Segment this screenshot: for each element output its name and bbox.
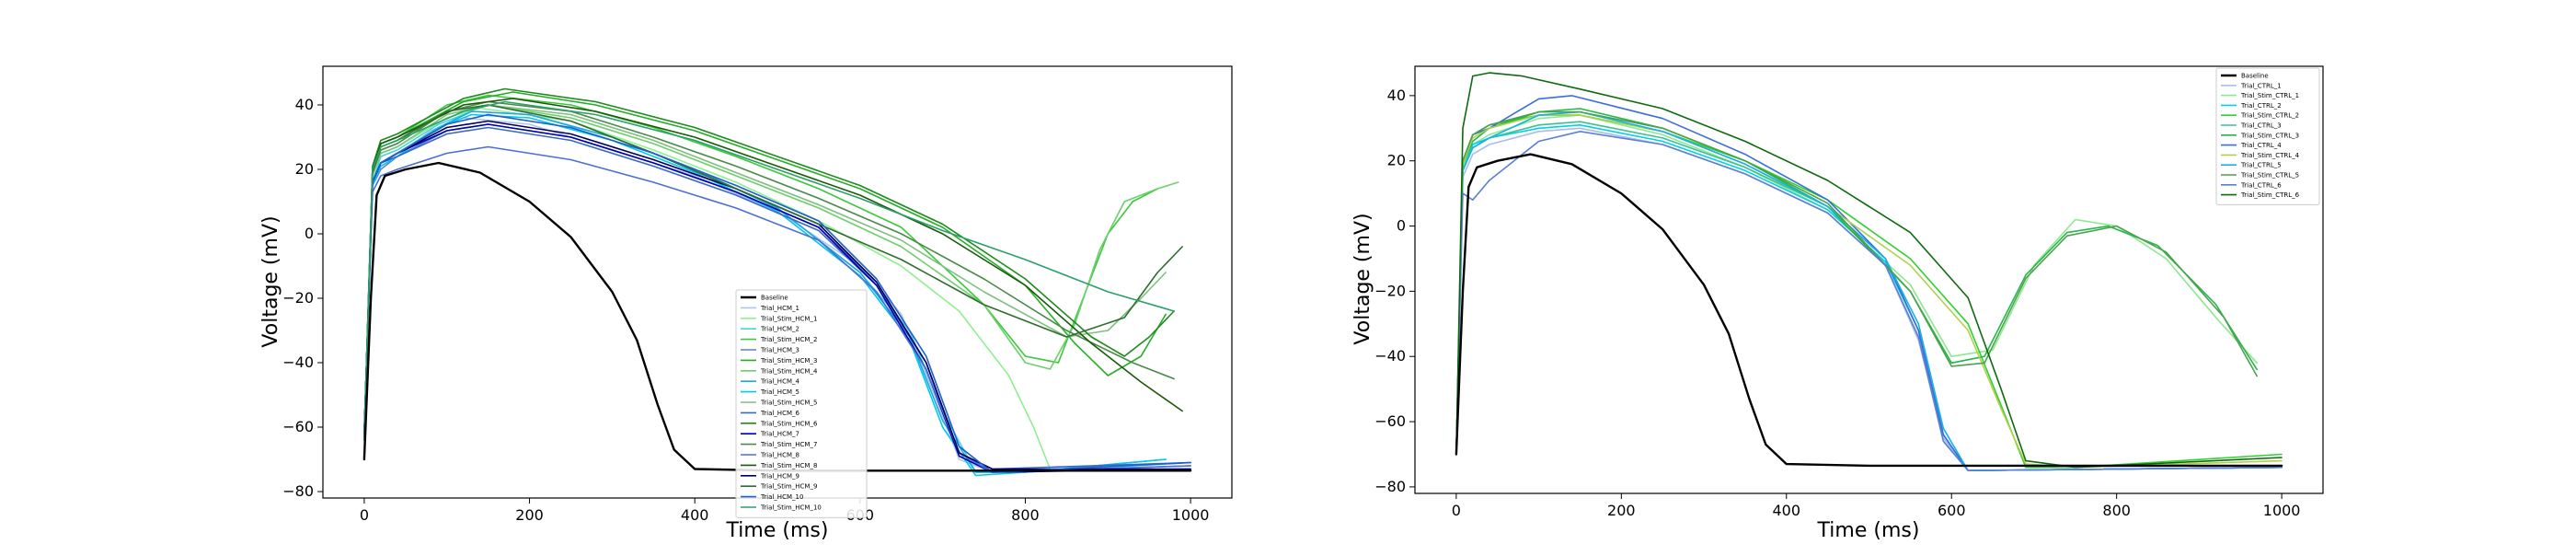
y-tick-label: 20 <box>295 160 314 178</box>
series-line <box>1455 124 2283 471</box>
legend-label: Trial_HCM_6 <box>760 410 799 417</box>
legend: Baseline Trial_CTRL_1 Trial_Stim_CTRL_1 Tri… <box>2215 67 2320 205</box>
y-tick-label: 0 <box>1397 217 1406 235</box>
legend-label: Trial_HCM_5 <box>760 388 799 396</box>
legend-label: Trial_HCM_9 <box>760 472 799 480</box>
y-tick-label: −40 <box>282 353 314 371</box>
y-axis-ticks: −80 −60 −40 −20 0 20 40 <box>282 96 323 500</box>
series-line <box>363 145 1191 473</box>
x-tick-label: 600 <box>1938 502 1966 519</box>
legend-label: Baseline <box>2241 73 2269 80</box>
legend-label: Trial_Stim_HCM_3 <box>760 357 817 365</box>
legend-label: Trial_Stim_CTRL_3 <box>2240 132 2299 139</box>
y-tick-label: −60 <box>282 418 314 435</box>
x-tick-label: 200 <box>515 506 544 524</box>
legend-label: Trial_Stim_HCM_4 <box>760 367 818 375</box>
legend-label: Trial_HCM_7 <box>760 431 799 438</box>
legend-label: Trial_Stim_HCM_2 <box>760 336 817 343</box>
legend: Baseline Trial_HCM_1 Trial_Stim_HCM_1 Trial… <box>735 289 868 518</box>
legend-label: Trial_HCM_8 <box>760 452 799 459</box>
y-tick-label: −20 <box>1374 282 1406 299</box>
legend-label: Trial_Stim_HCM_1 <box>760 315 817 322</box>
series-line <box>1455 127 2283 471</box>
series-line <box>1455 153 2283 468</box>
legend-label: Trial_Stim_CTRL_4 <box>2240 152 2300 159</box>
legend-label: Trial_HCM_4 <box>760 378 799 386</box>
x-tick-label: 1000 <box>1172 506 1210 524</box>
legend-label: Trial_CTRL_5 <box>2240 162 2282 169</box>
legend-label: Trial_CTRL_3 <box>2240 122 2282 130</box>
x-tick-label: 0 <box>360 506 369 524</box>
x-tick-label: 400 <box>1772 502 1800 519</box>
plot-area <box>1414 65 2324 494</box>
series-line <box>363 100 1175 441</box>
y-tick-label: 40 <box>295 96 314 113</box>
series-line <box>363 87 1175 438</box>
legend-label: Trial_HCM_10 <box>760 493 803 501</box>
legend-label: Trial_Stim_CTRL_5 <box>2240 172 2299 180</box>
series-layer <box>362 87 1192 477</box>
legend-label: Trial_Stim_HCM_7 <box>760 441 817 448</box>
x-tick-label: 200 <box>1607 502 1636 519</box>
y-tick-label: 40 <box>1387 87 1406 104</box>
x-tick-label: 0 <box>1452 502 1461 519</box>
x-axis-label: Time (ms) <box>726 519 829 542</box>
legend-box <box>735 289 868 518</box>
legend-label: Trial_Stim_HCM_6 <box>760 420 818 427</box>
y-axis-ticks: −80 −60 −40 −20 0 20 40 <box>1374 87 1415 495</box>
legend-label: Trial_CTRL_6 <box>2240 181 2282 189</box>
series-line <box>1455 131 2283 471</box>
legend-label: Trial_HCM_1 <box>760 305 799 312</box>
x-tick-label: 800 <box>1011 506 1040 524</box>
x-tick-label: 1000 <box>2263 502 2301 519</box>
series-line <box>1455 95 2283 471</box>
x-tick-label: 400 <box>681 506 709 524</box>
series-line <box>362 161 1192 472</box>
series-line <box>363 113 1191 473</box>
legend-label: Trial_CTRL_4 <box>2240 142 2282 149</box>
legend-label: Trial_HCM_3 <box>760 347 799 354</box>
legend-label: Trial_Stim_HCM_5 <box>760 400 817 407</box>
series-line <box>1455 110 2258 456</box>
y-tick-label: 20 <box>1387 152 1406 169</box>
x-axis-ticks: 0 200 400 600 800 1000 <box>1452 493 2301 519</box>
series-line <box>1455 108 2258 456</box>
legend-label: Trial_Stim_HCM_10 <box>760 504 822 512</box>
legend-label: Trial_HCM_2 <box>760 326 799 333</box>
x-tick-label: 800 <box>2102 502 2131 519</box>
legend-label: Trial_CTRL_2 <box>2240 102 2282 110</box>
y-tick-label: −80 <box>1374 478 1406 495</box>
y-axis-label: Voltage (mV) <box>259 215 282 347</box>
chart-ctrl: 0 200 400 600 800 1000 −80 −60 −40 −20 0 20 40 Time… <box>1351 65 2324 542</box>
legend-label: Trial_Stim_CTRL_2 <box>2240 112 2299 120</box>
x-axis-label: Time (ms) <box>1817 519 1920 542</box>
y-tick-label: −60 <box>1374 412 1406 430</box>
y-tick-label: −20 <box>282 289 314 307</box>
legend-label: Trial_Stim_CTRL_6 <box>2240 191 2300 199</box>
series-line <box>1455 121 2283 471</box>
y-tick-label: −40 <box>1374 347 1406 365</box>
y-tick-label: 0 <box>305 225 314 242</box>
series-line <box>363 100 1175 438</box>
series-line <box>1455 72 2283 469</box>
series-line <box>363 98 1183 438</box>
legend-label: Trial_Stim_HCM_9 <box>760 483 817 491</box>
legend-label: Trial_Stim_HCM_8 <box>760 462 817 469</box>
y-axis-label: Voltage (mV) <box>1351 213 1374 344</box>
legend-label: Trial_Stim_CTRL_1 <box>2240 92 2299 99</box>
legend-box <box>2215 67 2320 205</box>
y-tick-label: −80 <box>282 482 314 500</box>
legend-label: Baseline <box>761 295 788 302</box>
legend-label: Trial_CTRL_1 <box>2240 82 2282 89</box>
series-layer <box>1455 72 2283 471</box>
series-line <box>1455 110 2283 471</box>
